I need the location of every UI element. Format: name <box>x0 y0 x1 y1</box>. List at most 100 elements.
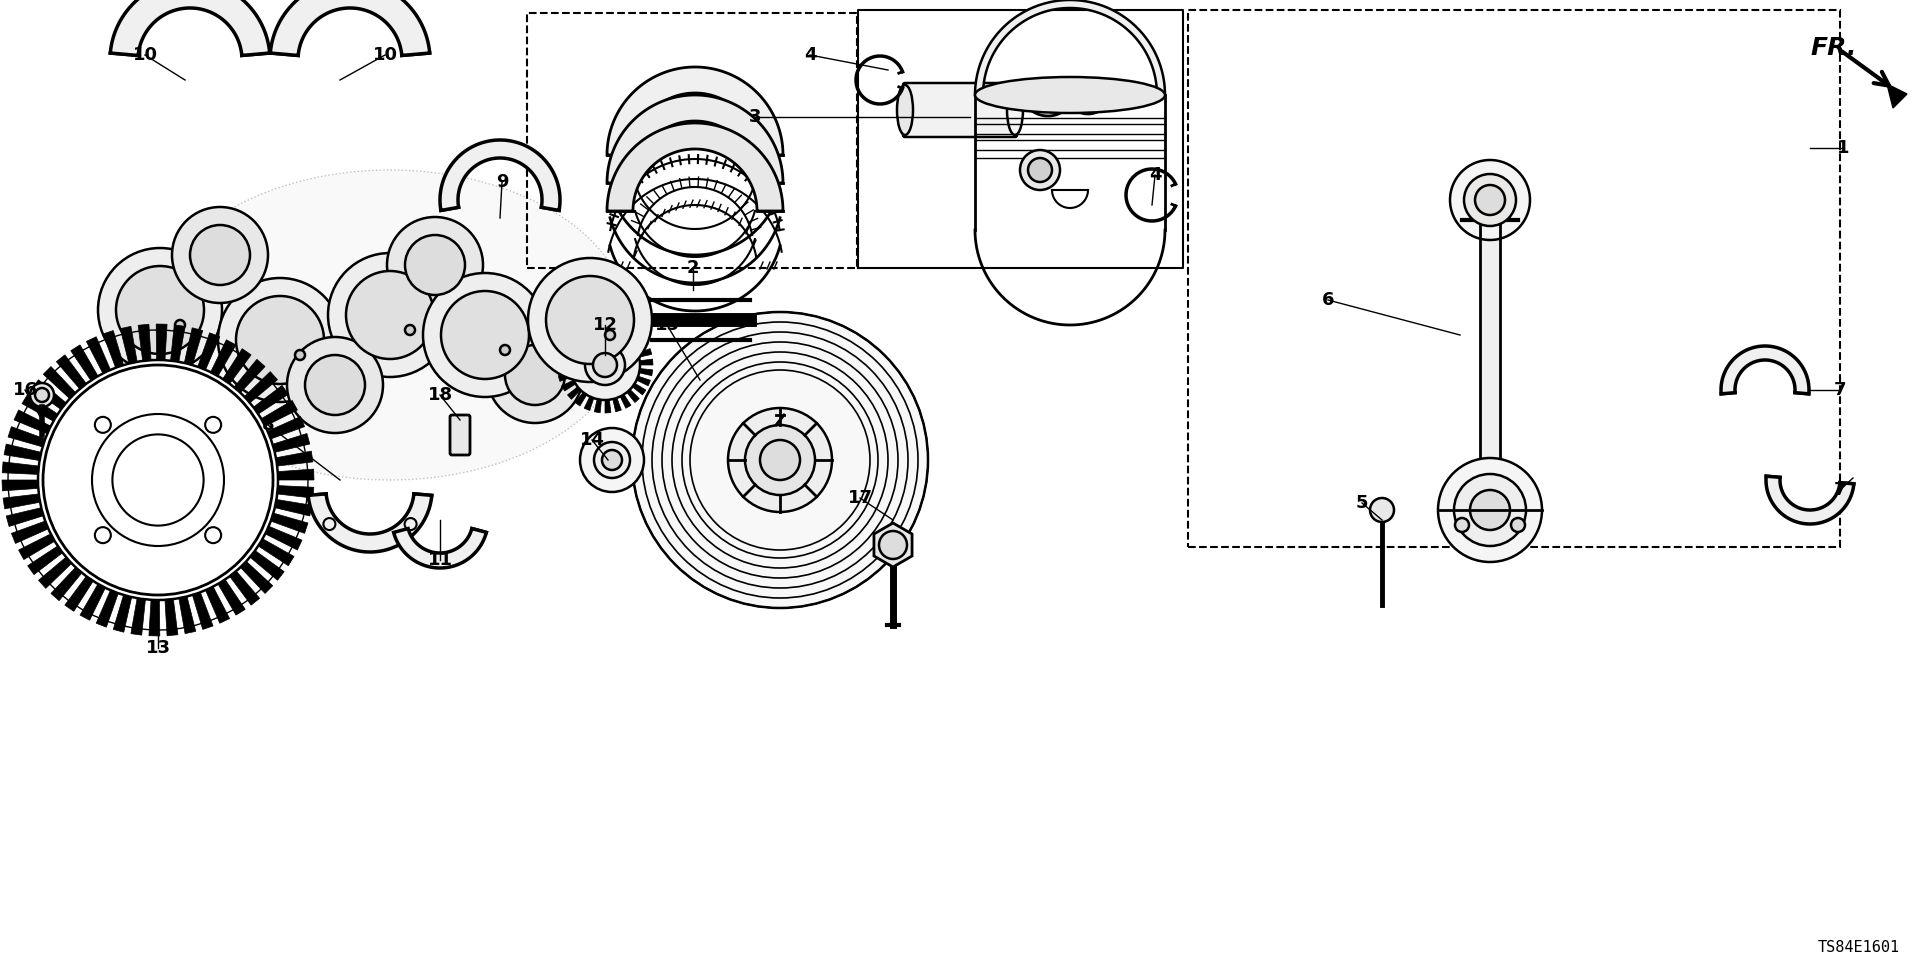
Polygon shape <box>276 485 313 498</box>
FancyBboxPatch shape <box>902 83 1018 137</box>
Circle shape <box>190 225 250 285</box>
Polygon shape <box>240 561 273 594</box>
Polygon shape <box>599 317 605 330</box>
Polygon shape <box>211 339 236 376</box>
Polygon shape <box>568 386 580 399</box>
Polygon shape <box>1887 84 1907 108</box>
Text: 16: 16 <box>13 381 38 399</box>
Text: 2: 2 <box>687 259 699 277</box>
Text: 12: 12 <box>593 316 618 334</box>
Circle shape <box>98 248 223 372</box>
Polygon shape <box>150 599 159 636</box>
Polygon shape <box>96 590 119 627</box>
Polygon shape <box>630 331 643 343</box>
Polygon shape <box>607 95 783 183</box>
Polygon shape <box>637 349 651 357</box>
Circle shape <box>728 408 831 512</box>
Text: 5: 5 <box>1356 494 1369 512</box>
Ellipse shape <box>897 85 914 135</box>
Polygon shape <box>219 579 246 615</box>
Polygon shape <box>595 399 601 412</box>
Circle shape <box>586 345 626 385</box>
Polygon shape <box>81 584 106 620</box>
Polygon shape <box>265 526 301 550</box>
Circle shape <box>488 327 584 423</box>
Polygon shape <box>71 345 98 381</box>
Polygon shape <box>19 534 56 559</box>
Polygon shape <box>179 596 196 634</box>
Polygon shape <box>584 396 593 410</box>
Polygon shape <box>580 322 589 336</box>
Circle shape <box>1471 490 1509 530</box>
Text: 7: 7 <box>1834 481 1847 499</box>
Polygon shape <box>271 513 307 533</box>
Polygon shape <box>557 354 570 362</box>
Text: 10: 10 <box>132 46 157 64</box>
Circle shape <box>38 360 278 600</box>
Text: 3: 3 <box>749 108 760 126</box>
Polygon shape <box>259 539 294 566</box>
Polygon shape <box>65 576 94 611</box>
Circle shape <box>745 425 814 495</box>
Circle shape <box>346 271 434 359</box>
Circle shape <box>528 258 653 382</box>
Circle shape <box>879 531 906 559</box>
Polygon shape <box>1720 346 1809 394</box>
Polygon shape <box>1766 477 1855 524</box>
Circle shape <box>1475 185 1505 215</box>
Polygon shape <box>234 360 265 393</box>
Polygon shape <box>6 507 44 526</box>
Circle shape <box>593 353 616 377</box>
Polygon shape <box>13 410 50 433</box>
Polygon shape <box>230 571 259 605</box>
Polygon shape <box>86 337 111 373</box>
Text: 18: 18 <box>428 386 453 404</box>
Circle shape <box>115 266 204 354</box>
Polygon shape <box>278 469 315 480</box>
Polygon shape <box>27 546 63 574</box>
Circle shape <box>173 207 269 303</box>
Polygon shape <box>276 451 313 466</box>
Circle shape <box>35 388 50 402</box>
Circle shape <box>593 442 630 478</box>
Polygon shape <box>637 376 651 386</box>
Text: 8: 8 <box>261 416 275 434</box>
Polygon shape <box>609 317 616 331</box>
Polygon shape <box>589 318 597 332</box>
Text: 6: 6 <box>1321 291 1334 309</box>
Polygon shape <box>874 523 912 567</box>
Polygon shape <box>607 123 783 211</box>
Polygon shape <box>261 401 298 426</box>
Circle shape <box>31 383 54 407</box>
Circle shape <box>1455 518 1469 532</box>
Text: FR.: FR. <box>1811 36 1857 60</box>
Bar <box>526 13 856 268</box>
Polygon shape <box>612 398 622 411</box>
Text: 11: 11 <box>428 551 453 569</box>
Circle shape <box>1511 518 1524 532</box>
Text: 14: 14 <box>580 431 605 449</box>
Circle shape <box>580 428 643 492</box>
Bar <box>1188 10 1839 547</box>
Polygon shape <box>624 324 636 338</box>
Circle shape <box>760 440 801 480</box>
Polygon shape <box>563 380 576 391</box>
Polygon shape <box>394 528 486 568</box>
Polygon shape <box>639 359 653 365</box>
Text: 15: 15 <box>655 316 680 334</box>
Polygon shape <box>620 394 632 409</box>
Text: 9: 9 <box>495 173 509 191</box>
Circle shape <box>236 296 324 384</box>
Circle shape <box>442 291 530 379</box>
Text: 4: 4 <box>1148 166 1162 184</box>
Circle shape <box>1438 458 1542 562</box>
Text: 7: 7 <box>1834 381 1847 399</box>
Polygon shape <box>8 427 46 447</box>
Polygon shape <box>616 319 626 334</box>
Circle shape <box>405 235 465 295</box>
Circle shape <box>1371 498 1394 522</box>
Polygon shape <box>156 324 167 361</box>
Circle shape <box>1020 150 1060 190</box>
Circle shape <box>605 330 614 340</box>
Polygon shape <box>309 494 432 552</box>
